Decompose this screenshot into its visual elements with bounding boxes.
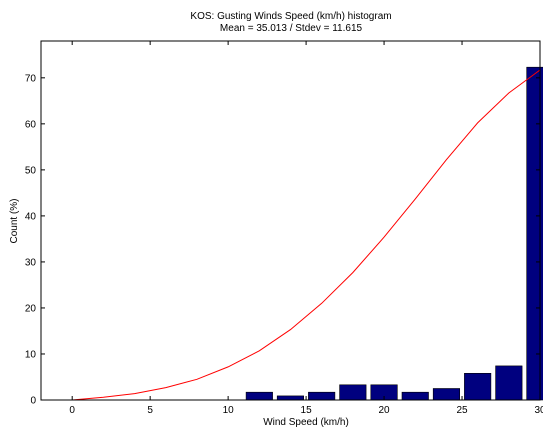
histogram-bar (432, 388, 461, 401)
x-tick-label: 0 (69, 405, 75, 416)
histogram-bar (276, 395, 305, 401)
y-tick-label: 60 (25, 119, 37, 130)
histogram-bar (401, 391, 429, 401)
y-tick-label: 50 (25, 165, 37, 176)
histogram-bar (308, 391, 336, 401)
y-tick-label: 10 (25, 349, 37, 360)
x-tick-label: 25 (456, 405, 468, 416)
histogram-bar (526, 66, 543, 401)
y-tick-label: 0 (30, 396, 36, 407)
histogram-bar (495, 365, 523, 401)
histogram-bar (464, 372, 492, 401)
y-tick-label: 20 (25, 303, 37, 314)
axes-box (40, 40, 541, 401)
y-tick-label: 70 (25, 73, 37, 84)
fit-curve-line (72, 69, 541, 401)
chart-subtitle: Mean = 35.013 / Stdev = 11.615 (220, 23, 363, 34)
y-axis-label: Count (%) (9, 198, 20, 243)
x-tick-label: 30 (534, 405, 543, 416)
x-tick-label: 10 (223, 405, 235, 416)
y-tick-label: 40 (25, 211, 37, 222)
histogram-bar (339, 384, 367, 401)
histogram-bar (245, 391, 273, 401)
plot-area: 0 5 10 15 20 25 30 0 10 20 30 40 50 60 70 (25, 40, 543, 416)
x-tick-label: 20 (379, 405, 391, 416)
chart-title: KOS: Gusting Winds Speed (km/h) histogra… (190, 11, 391, 22)
y-tick-label: 30 (25, 257, 37, 268)
x-tick-label: 15 (301, 405, 313, 416)
x-tick-label: 5 (147, 405, 153, 416)
x-axis-label: Wind Speed (km/h) (263, 417, 349, 428)
